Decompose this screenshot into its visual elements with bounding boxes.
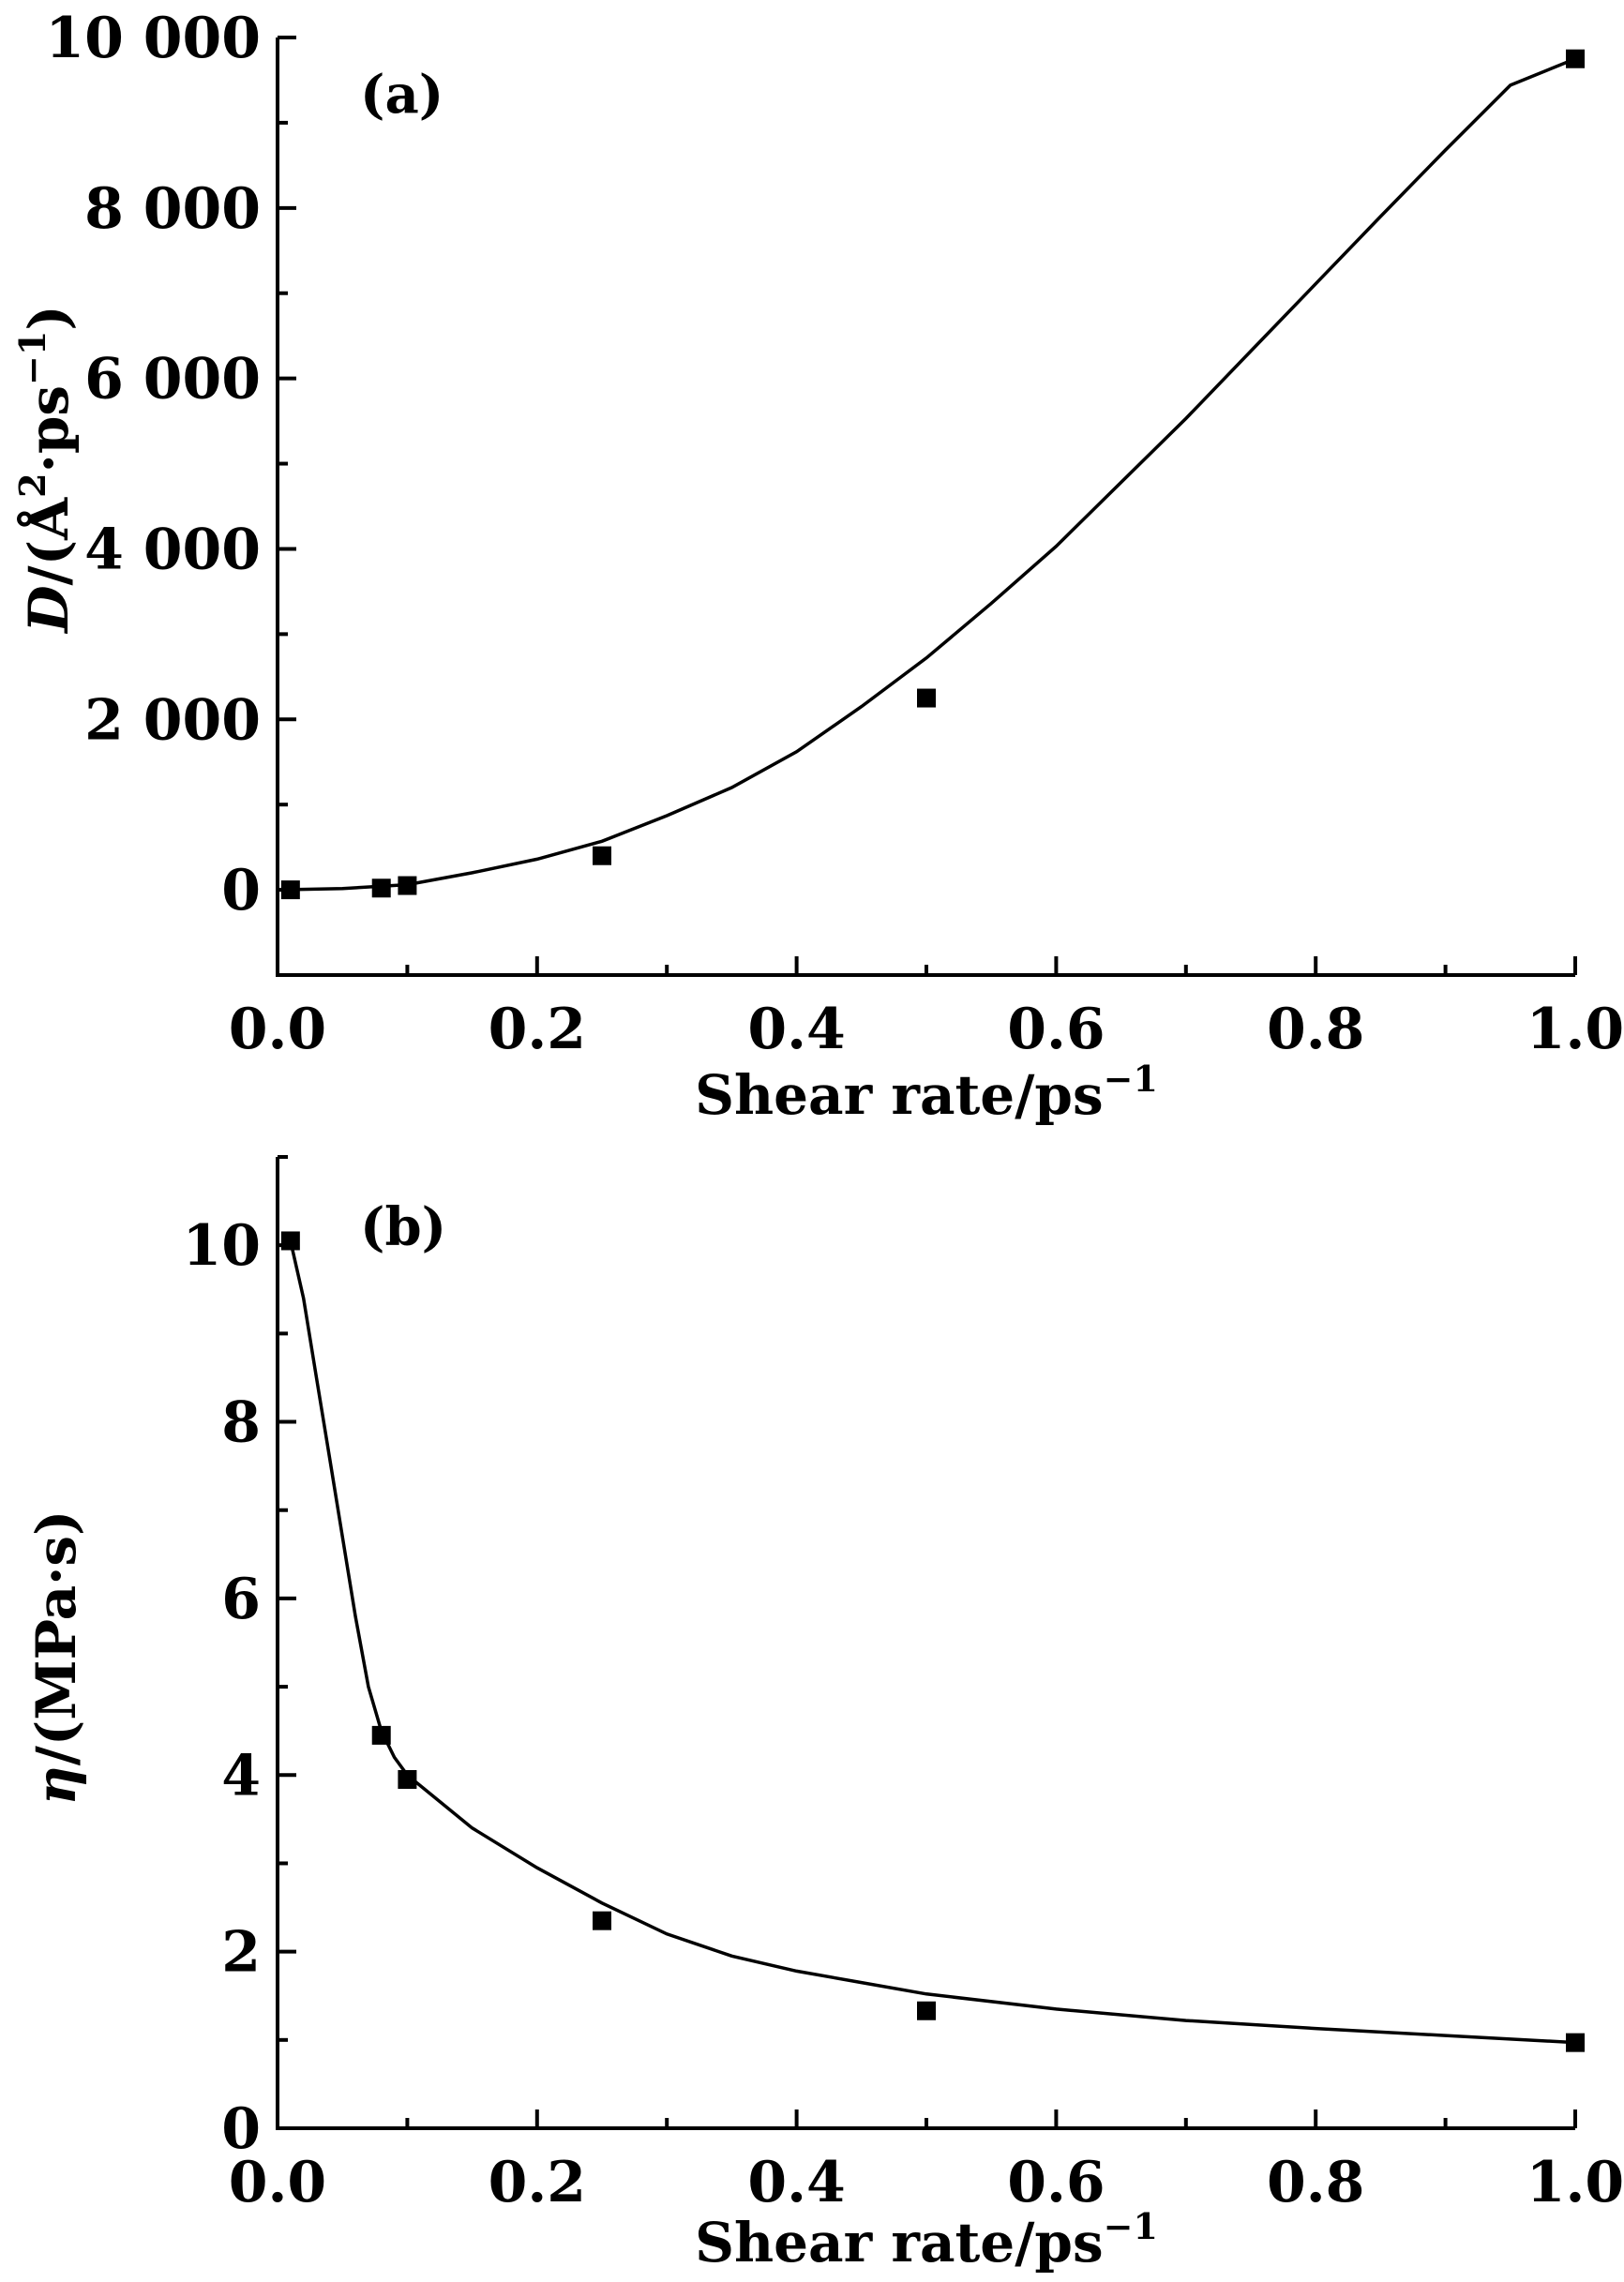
panel-b-x-tick-label: 0.8: [1267, 2150, 1364, 2215]
panel-b-y-tick-label: 0: [221, 2096, 261, 2162]
panel-a-x-axis-label-text: Shear rate/ps: [695, 1063, 1104, 1127]
panel-a-x-tick-label: 0.2: [489, 997, 586, 1062]
panel-b-data-point: [371, 1725, 391, 1745]
panel-b-data-point: [917, 2001, 936, 2020]
panel-b-y-tick-label: 2: [221, 1920, 261, 1986]
panel-a-label: (a): [360, 64, 444, 126]
panel-a-y-tick-label: 2 000: [84, 687, 261, 753]
panel-a-y-axis-label-close: ): [17, 305, 81, 330]
panel-a-data-point: [371, 878, 391, 898]
panel-a-y-tick-label: 8 000: [84, 176, 261, 242]
panel-b-x-axis-label-sup: −1: [1104, 2205, 1158, 2247]
panel-b-x-tick-label: 0.2: [489, 2150, 586, 2215]
panel-b-x-tick-label: 0.6: [1007, 2150, 1105, 2215]
panel-b-y-tick-label: 6: [221, 1567, 261, 1632]
panel-b-x-axis-label-text: Shear rate/ps: [695, 2211, 1104, 2274]
panel-a-y-tick-label: 0: [221, 858, 261, 923]
panel-a-y-tick-label: 10 000: [45, 6, 261, 71]
panel-b-x-tick-label: 1.0: [1526, 2150, 1624, 2215]
panel-a-y-tick-label: 6 000: [84, 347, 261, 413]
panel-a-x-tick-label: 0.0: [229, 997, 326, 1062]
panel-b-y-tick-label: 10: [183, 1213, 262, 1279]
panel-a-fit-line: [277, 57, 1576, 892]
panel-b-y-axis-label: η/(MPa·s): [24, 1510, 88, 1806]
panel-a-x-axis-label-sup: −1: [1104, 1058, 1158, 1100]
panel-a-x-tick-label: 0.8: [1267, 997, 1364, 1062]
panel-b-x-axis-label: Shear rate/ps−1: [695, 2205, 1158, 2274]
panel-a-x-tick-label: 1.0: [1526, 997, 1624, 1062]
panel-a-data-point: [917, 688, 936, 708]
panel-b-data-point: [280, 1231, 300, 1251]
panel-a-y-axis-label: D/(Å2·ps−1): [11, 305, 81, 635]
panel-b-data-point: [593, 1911, 611, 1930]
panel-b-data-point: [398, 1769, 417, 1789]
panel-b-y-tick-label: 8: [221, 1390, 261, 1456]
panel-b-y-tick-label: 4: [221, 1743, 261, 1809]
panel-a-data-point: [593, 846, 611, 865]
panel-a-x-tick-label: 0.6: [1007, 997, 1105, 1062]
panel-a-y-axis-label-symbol: D: [17, 585, 81, 634]
panel-a: 0.0 0.2 0.4 0.6 0.8 1.0 0 2 000 4 000 6 000 8 000 1…: [11, 6, 1624, 1127]
panel-a-data-point: [280, 880, 300, 900]
panel-b-label: (b): [360, 1196, 446, 1258]
panel-b-y-axis-label-unit: /(MPa·s): [24, 1510, 88, 1766]
panel-b-x-tick-label: 0.4: [747, 2150, 845, 2215]
panel-b-data-point: [1566, 2033, 1585, 2052]
panel-a-x-tick-label: 0.4: [747, 997, 845, 1062]
panel-b-fit-line: [289, 1240, 1576, 2045]
panel-a-y-axis-label-sup-2: 2: [11, 473, 53, 497]
panel-a-data-point: [1566, 49, 1585, 68]
panel-a-data-point: [398, 876, 417, 895]
panel-a-y-tick-label: 4 000: [84, 517, 261, 582]
panel-b-y-axis-label-symbol: η: [24, 1765, 88, 1805]
panel-b: 0.0 0.2 0.4 0.6 0.8 1.0 0 2 4 6 8 10 (b) Shear rate…: [24, 1155, 1624, 2274]
panel-a-x-axis-label: Shear rate/ps−1: [695, 1058, 1158, 1127]
panel-b-axes: [276, 1157, 1575, 2130]
panel-a-y-axis-label-unit-a: /(Å: [17, 497, 81, 586]
panel-a-y-axis-label-unit-b: ·ps: [17, 385, 81, 473]
panel-b-x-tick-label: 0.0: [229, 2150, 326, 2215]
panel-a-y-axis-label-sup-minus1: −1: [11, 331, 53, 385]
panel-a-axes: [276, 38, 1575, 977]
